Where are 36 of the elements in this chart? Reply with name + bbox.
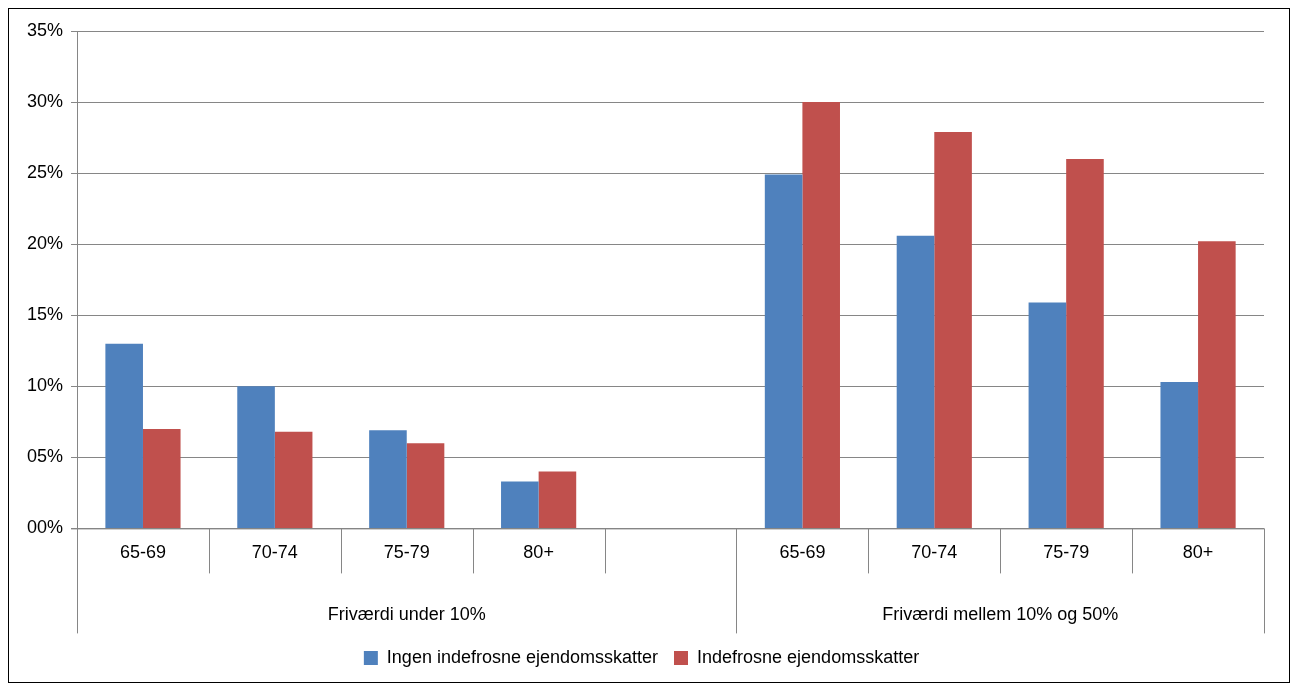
y-tick-label: 00% [27, 517, 64, 538]
bar [406, 443, 445, 528]
x-tick-label: 80+ [1182, 542, 1214, 563]
bar [1160, 382, 1199, 528]
x-tick-label: 70-74 [911, 542, 958, 563]
y-tick-label: 10% [27, 375, 64, 396]
y-tick-label: 25% [27, 162, 64, 183]
y-tick-label: 35% [27, 19, 64, 40]
bar [142, 428, 181, 528]
bar [105, 343, 143, 528]
legend-label: Indefrosne ejendomsskatter [697, 646, 920, 667]
y-tick-label: 30% [27, 91, 64, 112]
bar [1028, 302, 1067, 528]
text: Friværdi under 10% [327, 604, 486, 625]
y-tick-label: 20% [27, 233, 64, 254]
x-tick-label: 75-79 [383, 542, 430, 563]
x-tick-label: 65-69 [779, 542, 826, 563]
bar [237, 386, 275, 528]
legend-label: Ingen indefrosne ejendomsskatter [386, 646, 659, 667]
bar [1198, 241, 1236, 528]
bar [802, 102, 840, 528]
bar [1066, 158, 1104, 528]
x-tick-label: 65-69 [119, 542, 166, 563]
text: Friværdi mellem 10% og 50% [882, 604, 1119, 625]
x-tick-label: 80+ [523, 542, 554, 563]
bar [896, 235, 935, 528]
bar [501, 481, 539, 528]
x-tick-label: 75-79 [1043, 542, 1090, 563]
bar [274, 431, 313, 528]
bar [369, 430, 407, 528]
y-tick-label: 05% [27, 446, 64, 467]
bar [764, 174, 803, 528]
y-tick-label: 15% [27, 304, 64, 325]
bar [538, 471, 577, 528]
bar [934, 131, 972, 528]
x-tick-label: 70-74 [251, 542, 298, 563]
